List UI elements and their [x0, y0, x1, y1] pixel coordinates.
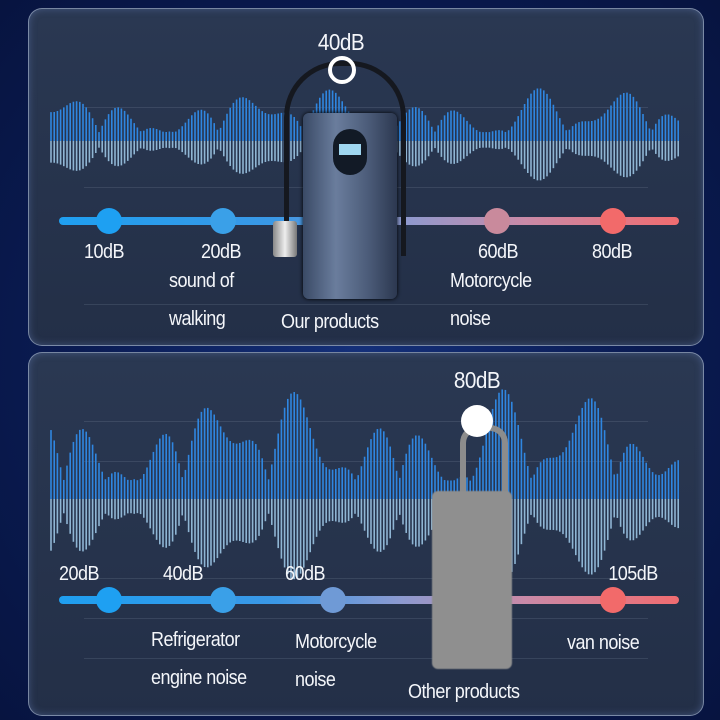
scale-caption: noise: [295, 669, 336, 691]
scale-value: 40dB: [163, 563, 203, 585]
scale-value: 60dB: [285, 563, 325, 585]
scale-caption: Motorcycle: [450, 270, 532, 292]
product-level-dot: [461, 405, 493, 437]
loud-product-panel: 80dB 20dB 40dB 60dB 105dB Refrigerator e…: [28, 352, 704, 716]
scale-value: 20dB: [59, 563, 99, 585]
quiet-product-panel: 40dB 10dB 20dB 60dB 80dB sound of walkin…: [28, 8, 704, 346]
scale-value: 10dB: [84, 241, 124, 263]
scale-dot-80db: [600, 208, 626, 234]
scale-dot-20db: [210, 208, 236, 234]
scale-value: 20dB: [201, 241, 241, 263]
scale-dot-40db: [210, 587, 236, 613]
product-label: Other products: [408, 681, 520, 703]
scale-dot-60db: [320, 587, 346, 613]
product-label: Our products: [281, 311, 379, 333]
waveform: [50, 389, 680, 582]
scale-dot-105db: [600, 587, 626, 613]
scale-dot-20db: [96, 587, 122, 613]
scale-caption: walking: [169, 308, 226, 330]
scale-value: 80dB: [592, 241, 632, 263]
scale-dot-60db: [484, 208, 510, 234]
scale-value: 105dB: [608, 563, 658, 585]
scale-value: 60dB: [478, 241, 518, 263]
scale-caption: sound of: [169, 270, 234, 292]
scale-caption: Motorcycle: [295, 631, 377, 653]
scale-caption: van noise: [567, 632, 640, 654]
product-level-ring: [328, 56, 356, 84]
noise-scale-track: [59, 596, 679, 604]
scale-caption: noise: [450, 308, 491, 330]
scale-caption: engine noise: [151, 667, 247, 689]
scale-caption: Refrigerator: [151, 629, 240, 651]
product-level: 40dB: [317, 29, 365, 55]
product-level: 80dB: [453, 367, 501, 393]
scale-dot-10db: [96, 208, 122, 234]
